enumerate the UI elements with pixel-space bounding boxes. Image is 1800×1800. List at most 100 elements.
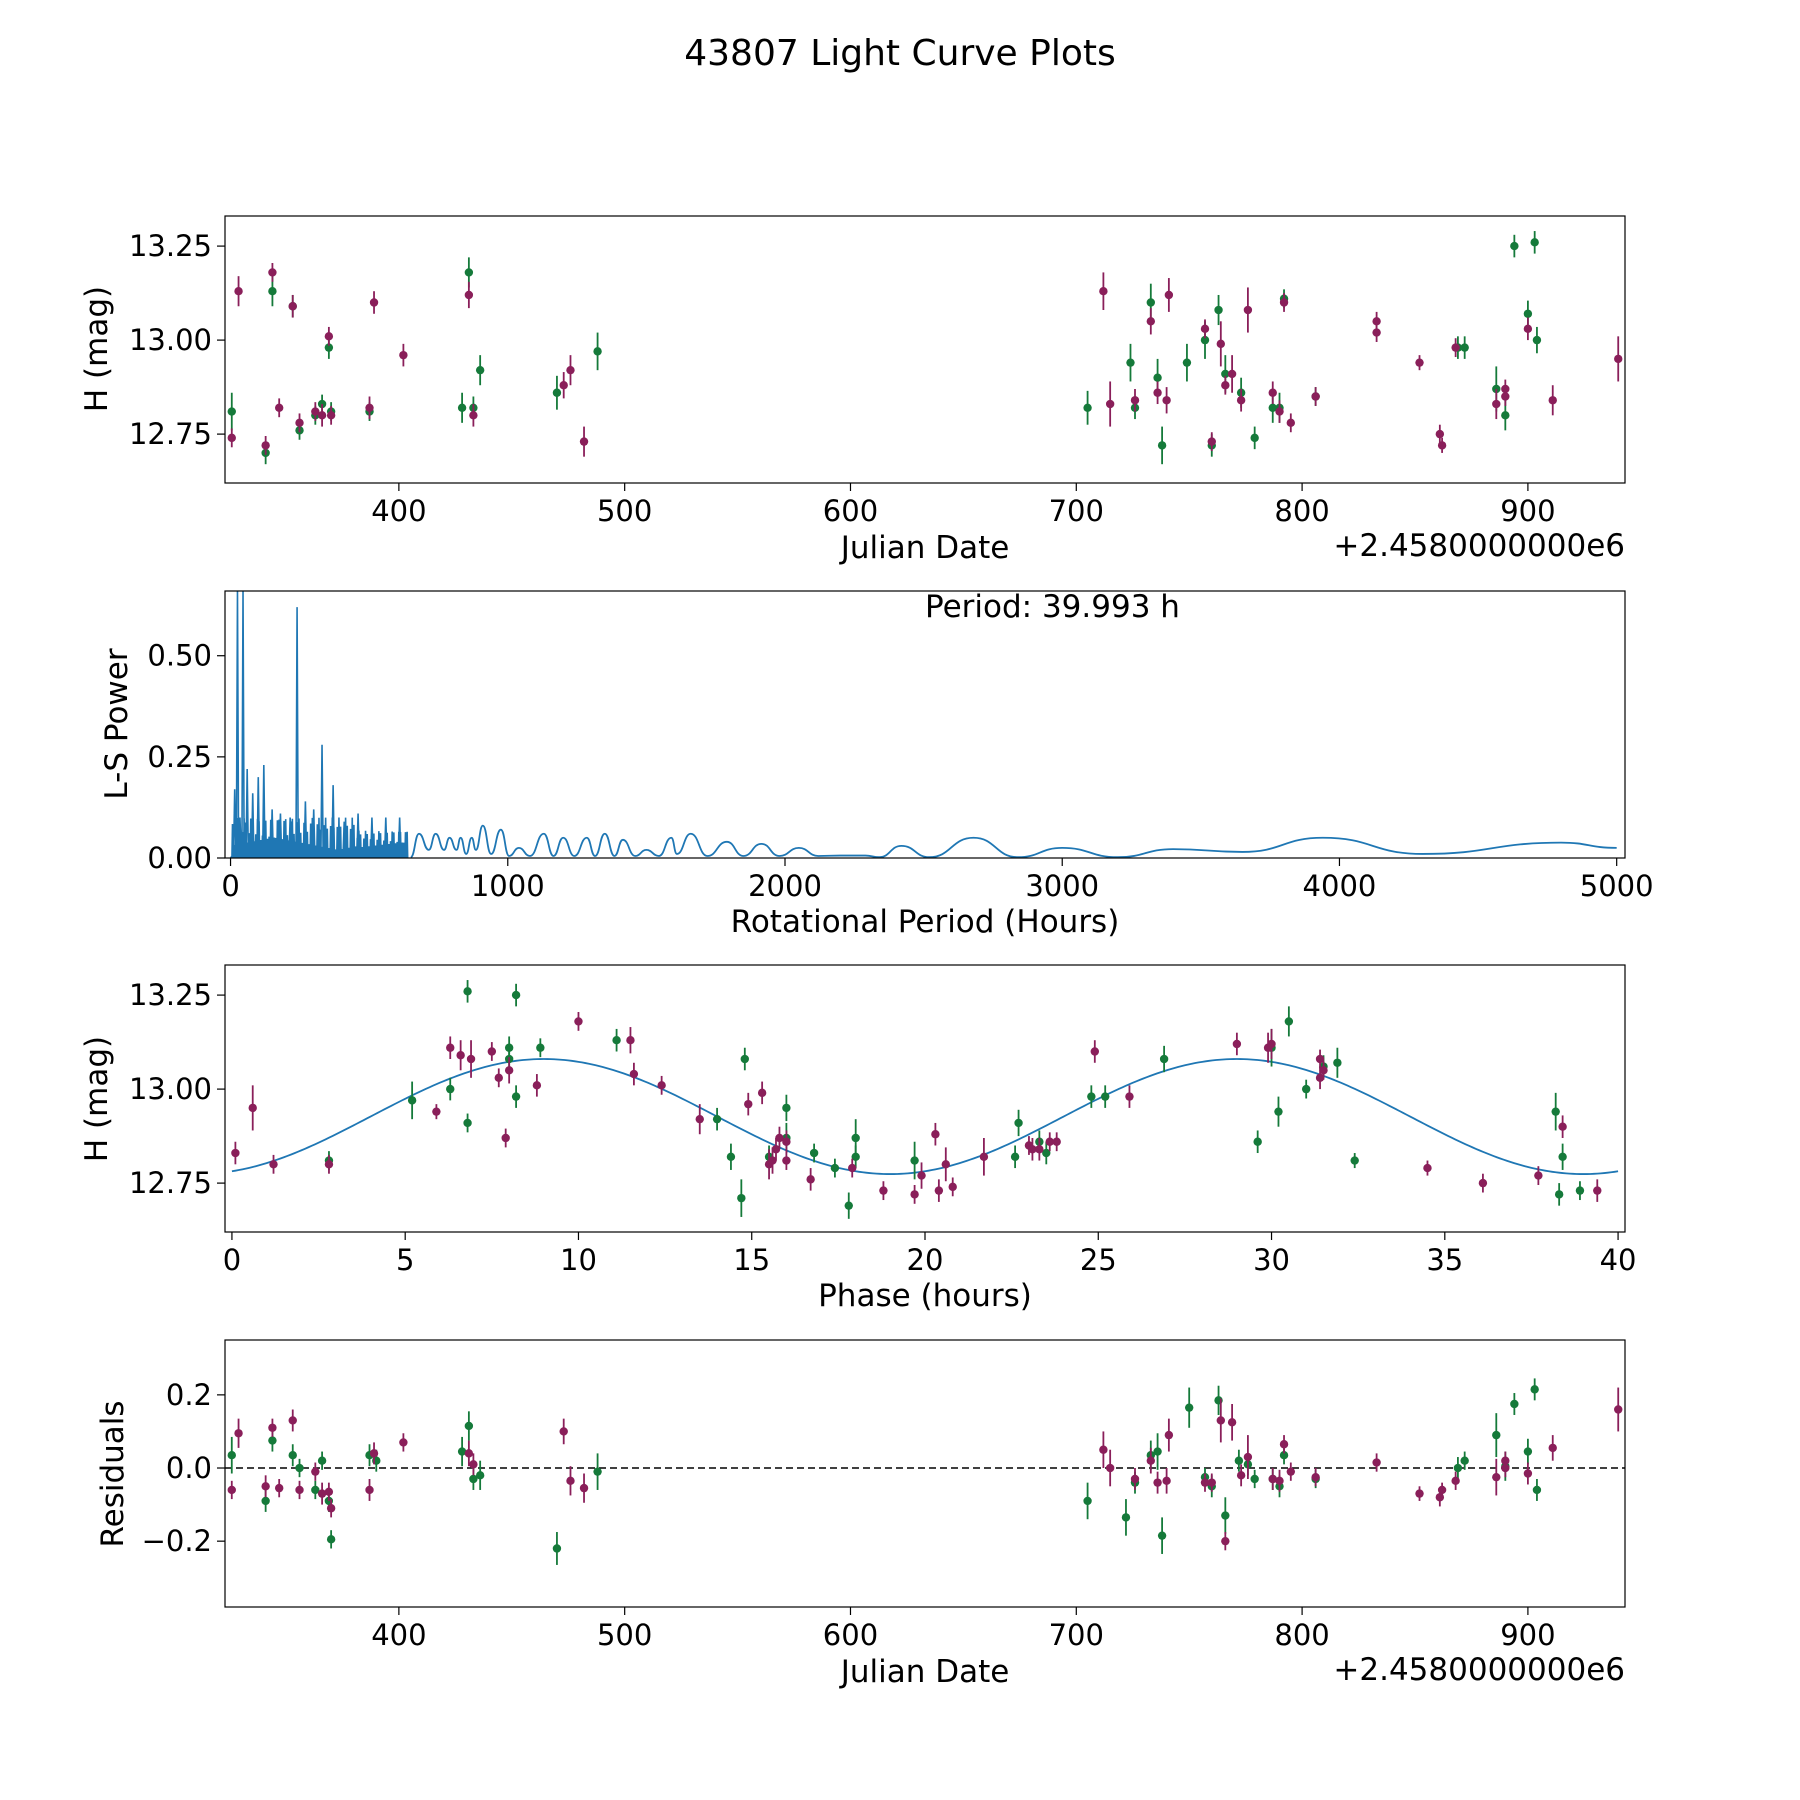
residuals-point-green: [1153, 1447, 1162, 1456]
periodogram-xlabel: Rotational Period (Hours): [731, 904, 1120, 940]
residuals-plot-area: [225, 1378, 1625, 1565]
residuals-point-purple: [566, 1476, 575, 1486]
raw-light-curve-point-purple: [464, 290, 474, 300]
raw-light-curve-point-purple: [311, 407, 320, 416]
residuals-xtick-label: 400: [371, 1618, 426, 1652]
phased-light-curve-axes-frame: [224, 964, 1626, 1233]
residuals-point-green: [593, 1467, 602, 1476]
phased-light-curve-point-green: [612, 1036, 621, 1045]
phased-light-curve-point-purple: [1558, 1122, 1567, 1131]
lomb-scargle-periodogram-xtick-label: 2000: [748, 869, 822, 903]
raw-light-curve-point-purple: [1221, 381, 1230, 390]
raw-light-curve-point-green: [317, 399, 327, 409]
residuals-ticks: 400 500 600 700 800 900 −0.2 0.0 0.2: [142, 1378, 1556, 1652]
raw-light-curve-point-purple: [365, 403, 374, 412]
raw-light-curve-point-purple: [1437, 441, 1447, 450]
phased-light-curve-point-green: [1284, 1017, 1294, 1026]
raw-light-curve-point-purple: [369, 298, 379, 307]
residuals-point-purple: [1130, 1474, 1140, 1484]
raw-light-curve-point-purple: [469, 411, 478, 420]
raw-light-curve-xtick-label: 700: [1049, 494, 1104, 528]
residuals-point-green: [1083, 1496, 1092, 1506]
phased-light-curve-point-purple: [432, 1107, 441, 1116]
phased-light-curve-point-purple: [446, 1043, 455, 1052]
phased-light-curve-point-purple: [782, 1137, 791, 1146]
phased-light-curve-point-purple: [1267, 1039, 1276, 1049]
phased-light-curve-point-purple: [934, 1186, 944, 1195]
lomb-scargle-periodogram-ytick-label: 0.00: [147, 841, 212, 875]
phased-light-curve-point-green: [536, 1043, 545, 1052]
phased-light-curve-point-purple: [504, 1066, 514, 1075]
residuals-point-purple: [326, 1504, 336, 1513]
residuals-offset-text: +2.4580000000e6: [1333, 1652, 1625, 1688]
raw-light-curve-xtick-label: 400: [371, 494, 426, 528]
phased-light-curve-point-purple: [879, 1186, 888, 1195]
raw-light-curve-point-purple: [261, 441, 270, 450]
phased-light-curve-point-purple: [532, 1081, 542, 1090]
phased-light-curve-point-green: [407, 1096, 417, 1105]
phased-light-curve-ticks: 0 5 10 15 20 25 30 35 40 12.75 13.00 13.25: [129, 978, 1637, 1277]
phased-light-curve-point-green: [910, 1156, 919, 1165]
residuals-point-purple: [1243, 1452, 1253, 1462]
panel-phased-light-curve: 0 5 10 15 20 25 30 35 40 12.75 13.00 13.25 Phase (h…: [79, 964, 1637, 1314]
raw-light-curve-point-purple: [1268, 388, 1277, 397]
residuals-xtick-label: 500: [597, 1618, 652, 1652]
residuals-point-purple: [1236, 1471, 1246, 1480]
residuals-point-purple: [1548, 1443, 1557, 1453]
residuals-point-green: [1453, 1463, 1463, 1473]
phased-light-curve-point-green: [1042, 1148, 1051, 1158]
phased-light-curve-point-green: [1333, 1058, 1342, 1067]
phased-light-curve-point-green: [511, 1092, 521, 1101]
residuals-point-green: [552, 1544, 562, 1553]
phased-light-curve-point-purple: [1052, 1137, 1061, 1146]
lomb-scargle-periodogram-ytick-label: 0.50: [147, 639, 212, 673]
phased-light-curve-point-green: [1551, 1107, 1560, 1116]
raw-light-curve-point-purple: [1236, 396, 1246, 405]
residuals-point-purple: [1105, 1463, 1115, 1473]
raw-light-curve-ticks: 400 500 600 700 800 900 12.75 13.00 13.25: [129, 229, 1556, 528]
phased-light-curve-point-purple: [657, 1081, 666, 1090]
phased-light-curve-point-purple: [626, 1036, 635, 1045]
raw-light-curve-point-green: [1153, 373, 1162, 382]
raw-light-curve-point-purple: [1286, 418, 1296, 428]
residuals-point-green: [457, 1447, 467, 1456]
phased-light-curve-point-green: [737, 1193, 746, 1203]
phased-light-curve-ytick-label: 13.25: [129, 978, 212, 1012]
residuals-point-green: [261, 1496, 270, 1506]
phased-light-curve-point-purple: [1319, 1066, 1328, 1075]
residuals-point-green: [1460, 1456, 1469, 1465]
raw-light-curve-point-green: [1200, 335, 1210, 345]
residuals-point-purple: [464, 1449, 474, 1458]
phased-light-curve-point-purple: [494, 1073, 503, 1083]
residuals-point-purple: [469, 1460, 478, 1469]
phased-light-curve-point-purple: [948, 1182, 957, 1192]
residuals-point-green: [1234, 1456, 1244, 1465]
phased-light-curve-point-purple: [744, 1099, 753, 1109]
residuals-point-green: [1492, 1430, 1501, 1440]
raw-light-curve-point-purple: [274, 403, 284, 412]
residuals-point-purple: [1311, 1472, 1320, 1482]
periodogram-axes-frame: [224, 590, 1626, 859]
residuals-point-purple: [399, 1438, 408, 1447]
phased-light-curve-point-purple: [768, 1156, 777, 1165]
phased-light-curve-point-purple: [910, 1190, 919, 1199]
residuals-point-purple: [1614, 1405, 1623, 1414]
phased-light-curve-point-purple: [269, 1160, 278, 1169]
residuals-point-purple: [261, 1482, 270, 1491]
raw-light-curve-point-purple: [1275, 407, 1284, 416]
raw-light-curve-point-green: [1146, 298, 1156, 307]
phased-light-curve-point-purple: [1090, 1047, 1100, 1056]
phased-light-curve-point-green: [1350, 1156, 1359, 1165]
residuals-point-purple: [288, 1416, 297, 1425]
raw-light-curve-point-green: [1083, 403, 1092, 412]
residuals-ytick-label: 0.0: [166, 1451, 212, 1485]
phased-light-curve-point-purple: [757, 1088, 767, 1098]
raw-light-curve-point-purple: [1451, 343, 1460, 352]
phased-light-curve-point-purple: [1593, 1186, 1602, 1195]
raw-light-curve-point-green: [1523, 309, 1533, 318]
residuals-point-green: [1250, 1474, 1259, 1484]
raw-light-curve-point-green: [268, 287, 277, 296]
phased-light-curve-point-green: [1253, 1137, 1262, 1146]
raw-light-curve-plot-area: [227, 231, 1623, 465]
residuals-point-green: [464, 1421, 474, 1431]
